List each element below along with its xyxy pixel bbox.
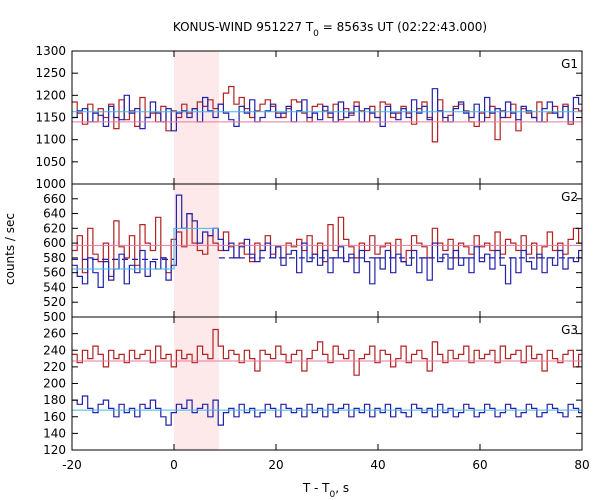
panel-label: G2 [561, 190, 578, 204]
fit-level-line [72, 227, 219, 270]
y-tick-label: 540 [43, 280, 66, 294]
x-tick-label: 60 [472, 458, 487, 472]
y-tick-label: 260 [43, 327, 66, 341]
panel-g1: 1000 1050 1100 1150 1200 1250 1300 G1 [35, 44, 583, 191]
y-tick-label: 1100 [35, 133, 66, 147]
panel-label: G1 [561, 57, 578, 71]
y-tick-label: 500 [43, 310, 66, 324]
y-tick-label: 1050 [35, 155, 66, 169]
y-tick-label: 600 [43, 236, 66, 250]
highlight-band [174, 184, 219, 317]
y-tick-label: 240 [43, 343, 66, 357]
y-tick-label: 200 [43, 377, 66, 391]
highlight-band [174, 317, 219, 450]
x-tick-labels: -20 0 20 40 60 80 [62, 458, 589, 472]
histogram-series-1 [72, 213, 582, 277]
y-tick-label: 1150 [35, 111, 66, 125]
x-tick-label: -20 [62, 458, 82, 472]
panel-g3: 120 140 160 180 200 220 240 260 G3 [43, 316, 583, 457]
y-tick-label: 180 [43, 393, 66, 407]
y-tick-label: 520 [43, 295, 66, 309]
panel-label: G3 [561, 323, 578, 337]
histogram-series-2 [72, 88, 582, 132]
y-tick-label: 660 [43, 192, 66, 206]
x-axis-title: T - T0, s [302, 481, 349, 500]
histogram-series-1 [72, 328, 582, 376]
y-tick-label: 160 [43, 410, 66, 424]
y-tick-label: 1300 [35, 44, 66, 58]
y-tick-label: 120 [43, 443, 66, 457]
y-tick-label: 1250 [35, 66, 66, 80]
y-tick-label: 580 [43, 251, 66, 265]
y-tick-label: 140 [43, 426, 66, 440]
chart-panels: 1000105011001150120012501300G15005205405… [35, 44, 589, 472]
x-tick-label: 40 [370, 458, 385, 472]
y-tick-label: 560 [43, 266, 66, 280]
y-tick-label: 640 [43, 207, 66, 221]
panel-frame [71, 316, 583, 451]
x-tick-label: 80 [574, 458, 589, 472]
y-axis-title: counts / sec [3, 213, 17, 285]
y-tick-label: 1200 [35, 88, 66, 102]
x-tick-label: 0 [170, 458, 178, 472]
histogram-series-1 [72, 85, 582, 143]
y-tick-label: 220 [43, 360, 66, 374]
x-tick-label: 20 [268, 458, 283, 472]
y-tick-label: 620 [43, 221, 66, 235]
chart-title: KONUS-WIND 951227 T0 = 8563s UT (02:22:4… [173, 20, 487, 39]
y-tick-label: 1000 [35, 177, 66, 191]
